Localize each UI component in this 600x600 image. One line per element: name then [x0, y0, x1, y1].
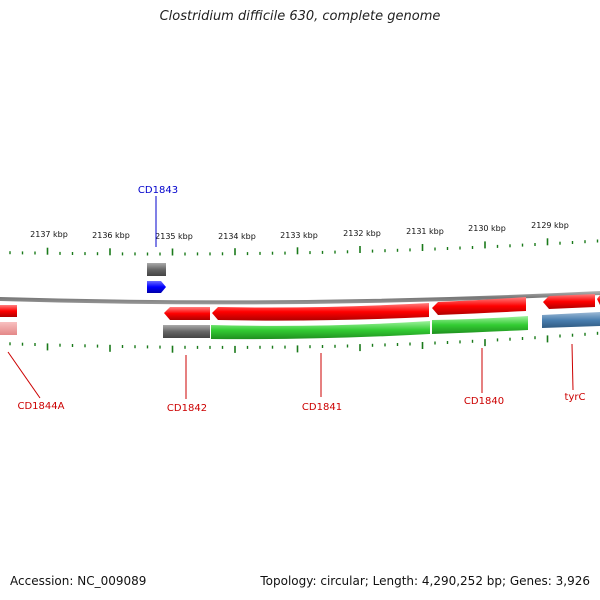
ruler-label-2132: 2132 kbp — [343, 229, 381, 238]
gene-label-cd1841[interactable]: CD1841 — [302, 402, 342, 413]
ruler-label-2137: 2137 kbp — [30, 230, 68, 239]
cd1844a-leader-line — [7, 351, 41, 399]
tyrc-steelblue-cds[interactable] — [542, 312, 600, 328]
tyrc-red-gene[interactable] — [543, 294, 595, 309]
gene-label-tyrc[interactable]: tyrC — [565, 392, 586, 403]
ruler-label-2133: 2133 kbp — [280, 231, 318, 240]
lower-ruler-ticks — [9, 331, 599, 353]
map-title: Clostridium difficile 630, complete geno… — [159, 9, 441, 24]
ruler-label-2131: 2131 kbp — [406, 227, 444, 236]
cd1843-gray-cds[interactable] — [147, 263, 166, 276]
gene-label-cd1840[interactable]: CD1840 — [464, 396, 504, 407]
genome-backbone — [0, 291, 600, 305]
cd1844a-cds[interactable] — [0, 322, 17, 335]
gene-label-cd1844a[interactable]: CD1844A — [18, 401, 65, 412]
next-red-gene-stub[interactable] — [597, 295, 600, 305]
ruler-label-2134: 2134 kbp — [218, 232, 256, 241]
cd1841-red-gene[interactable] — [212, 303, 429, 321]
accession-text: Accession: NC_009089 — [10, 574, 147, 588]
cd1841-green-cds[interactable] — [211, 321, 430, 340]
ruler-label-2130: 2130 kbp — [468, 224, 506, 233]
gene-label-cd1842[interactable]: CD1842 — [167, 403, 207, 414]
ruler-label-2135: 2135 kbp — [155, 232, 193, 241]
ruler-label-2136: 2136 kbp — [92, 231, 130, 240]
cd1842-red-gene[interactable] — [164, 307, 210, 320]
cd1843-blue-gene[interactable] — [147, 281, 166, 293]
tyrc-leader-line — [571, 343, 574, 391]
cd1840-red-gene[interactable] — [432, 297, 526, 315]
cd1840-green-cds[interactable] — [432, 316, 528, 334]
ruler-label-2129: 2129 kbp — [531, 221, 569, 230]
cd1844a-red-gene[interactable] — [0, 305, 17, 317]
gene-label-cd1843[interactable]: CD1843 — [138, 185, 178, 196]
upper-ruler-ticks — [9, 238, 599, 256]
genome-summary-text: Topology: circular; Length: 4,290,252 bp… — [260, 574, 590, 588]
cd1842-gray-cds[interactable] — [163, 325, 210, 338]
